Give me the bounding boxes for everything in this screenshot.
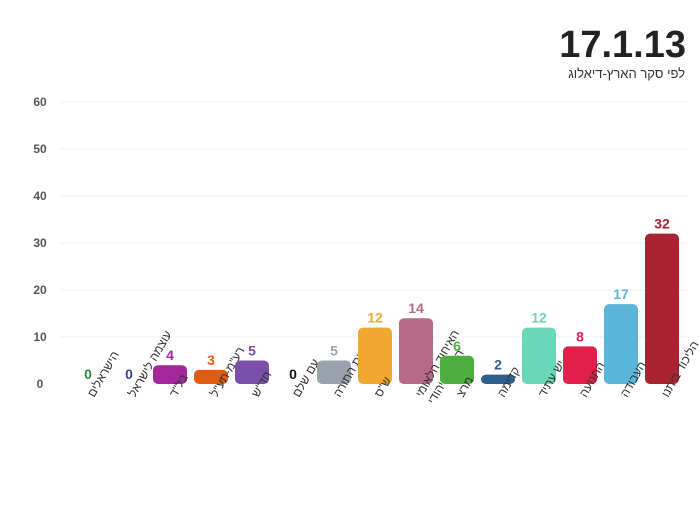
data-label: 0 — [289, 366, 297, 382]
y-tick-label: 0 — [37, 377, 44, 391]
data-label: 12 — [531, 310, 547, 326]
data-label: 0 — [125, 366, 133, 382]
bar — [194, 369, 228, 384]
data-label: 12 — [367, 310, 383, 326]
y-tick-label: 30 — [33, 236, 47, 250]
bar — [645, 233, 679, 384]
chart-subtitle: לפי סקר הארץ-דיאלוג — [568, 66, 685, 81]
y-tick-label: 60 — [33, 95, 47, 109]
chart-title: 17.1.13 — [559, 24, 686, 66]
bar — [563, 346, 597, 384]
data-label: 32 — [654, 216, 670, 232]
bar — [153, 365, 187, 384]
bar — [235, 360, 269, 384]
bar — [604, 304, 638, 384]
y-tick-label: 50 — [33, 142, 47, 156]
y-tick-label: 20 — [33, 283, 47, 297]
y-tick-label: 40 — [33, 189, 47, 203]
data-label: 14 — [408, 300, 424, 316]
bar — [399, 318, 433, 384]
bar — [317, 360, 351, 384]
data-label: 5 — [248, 343, 256, 359]
data-label: 4 — [166, 347, 174, 363]
bar — [481, 374, 515, 384]
bar — [440, 355, 474, 384]
data-label: 2 — [494, 357, 502, 373]
y-tick-label: 10 — [33, 330, 47, 344]
data-label: 3 — [207, 352, 215, 368]
x-tick-label-line: עוצמה לישראל — [125, 328, 174, 399]
data-label: 5 — [330, 343, 338, 359]
data-label: 6 — [453, 338, 461, 354]
data-label: 8 — [576, 328, 584, 344]
bar — [522, 327, 556, 384]
data-label: 17 — [613, 286, 629, 302]
x-tick-label: עוצמה לישראל — [125, 328, 174, 399]
data-label: 0 — [84, 366, 92, 382]
bar — [358, 327, 392, 384]
